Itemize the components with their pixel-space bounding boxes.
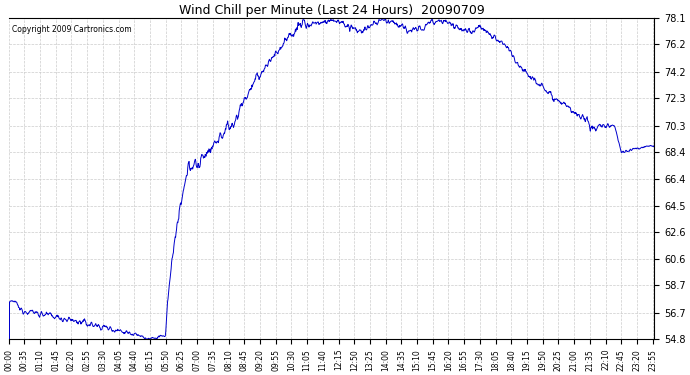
Text: Copyright 2009 Cartronics.com: Copyright 2009 Cartronics.com xyxy=(12,25,132,34)
Title: Wind Chill per Minute (Last 24 Hours)  20090709: Wind Chill per Minute (Last 24 Hours) 20… xyxy=(179,4,484,17)
